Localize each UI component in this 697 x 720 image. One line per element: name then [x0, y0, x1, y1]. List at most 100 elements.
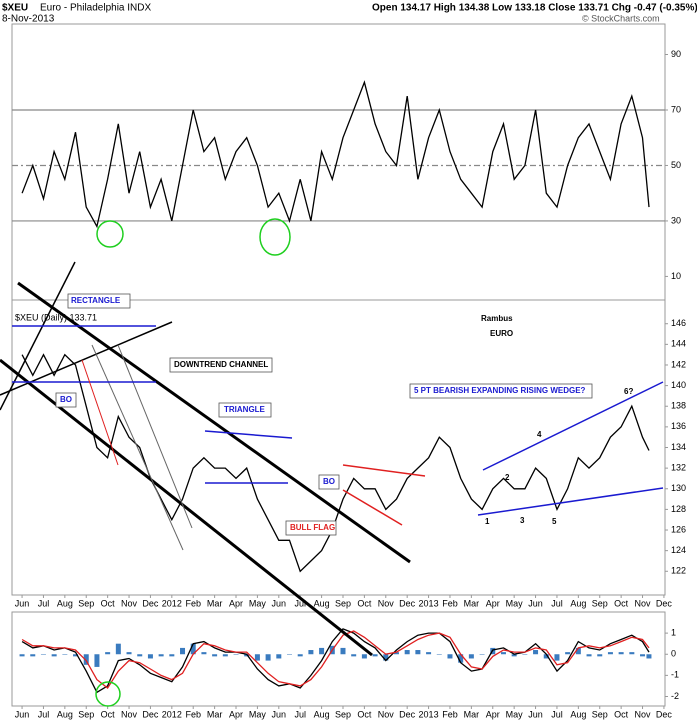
annotation: 5 PT BEARISH EXPANDING RISING WEDGE?: [414, 386, 586, 395]
histogram-bar: [19, 654, 25, 657]
x-tick-label: 2012: [162, 598, 182, 608]
triangle-line: [204, 430, 293, 439]
annotation: BULL FLAG: [290, 523, 335, 532]
trend-line: [91, 344, 184, 551]
panel-frame: [11, 23, 666, 301]
y-tick-label: 134: [671, 442, 686, 452]
trend-lines: [0, 218, 664, 707]
histogram-bar: [83, 654, 89, 665]
series-line: [21, 353, 650, 573]
y-tick-label: -2: [671, 691, 679, 701]
histogram-bar: [468, 654, 474, 659]
x-tick-label: Jun: [528, 598, 543, 608]
histogram-bar: [30, 654, 36, 657]
x-tick-label: Jun: [528, 709, 543, 719]
x-tick-label: Sep: [592, 709, 608, 719]
x-tick-label: Sep: [592, 598, 608, 608]
histogram-bar: [522, 654, 528, 655]
y-tick-label: 122: [671, 566, 686, 576]
histogram-bar: [554, 654, 560, 661]
annotation: 1: [485, 517, 490, 526]
x-tick-label: Jun: [15, 598, 30, 608]
histogram-bar: [212, 654, 218, 657]
histogram-bar: [458, 654, 464, 663]
label-box: [169, 357, 273, 373]
label-box: [318, 474, 340, 490]
x-tick-label: Sep: [335, 709, 351, 719]
x-tick-label: Apr: [486, 598, 500, 608]
credit: © StockCharts.com: [582, 13, 660, 23]
x-tick-label: Dec: [399, 598, 416, 608]
y-tick-label: 90: [671, 49, 681, 59]
x-tick-label: Sep: [78, 598, 94, 608]
legend-label: $XEU (Daily) 133.71: [15, 312, 97, 322]
symbol: $XEU: [2, 3, 28, 14]
y-tick-label: 136: [671, 421, 686, 431]
histogram-bar: [190, 643, 196, 655]
trend-line: [117, 344, 193, 529]
y-tick-label: 126: [671, 524, 686, 534]
histogram-bar: [597, 654, 603, 657]
y-tick-label: 142: [671, 359, 686, 369]
series-line: [21, 630, 650, 689]
histogram-bar: [201, 652, 207, 655]
x-tick-label: Feb: [185, 709, 201, 719]
histogram-bar: [137, 654, 143, 657]
annotation: BO: [60, 395, 72, 404]
x-tick-label: Jun: [272, 598, 287, 608]
highlight-circle: [95, 681, 121, 707]
y-tick-label: 1: [671, 627, 676, 637]
histogram-bar: [351, 654, 357, 657]
histogram-bar: [533, 650, 539, 655]
y-tick-label: 144: [671, 339, 686, 349]
x-tick-label: Oct: [101, 709, 116, 719]
histogram-bar: [340, 647, 346, 655]
histogram-bar: [575, 647, 581, 655]
x-tick-label: Dec: [142, 709, 159, 719]
histogram-bar: [319, 647, 325, 655]
highlight-circle: [259, 218, 291, 256]
histogram-bar: [126, 652, 132, 655]
annotation: EURO: [490, 329, 513, 338]
flag-line: [342, 464, 426, 477]
y-tick-label: 132: [671, 463, 686, 473]
highlight-circle: [96, 220, 124, 248]
annotation: 4: [537, 430, 542, 439]
wedge-line: [477, 487, 664, 516]
trend-line: [81, 359, 119, 466]
histogram-bar: [586, 654, 592, 657]
x-tick-label: May: [249, 709, 267, 719]
date: 8-Nov-2013: [2, 14, 55, 25]
annotations: RECTANGLE BO DOWNTREND CHANNEL TRIANGLE …: [0, 218, 664, 707]
histogram-bar: [640, 654, 646, 657]
histogram-bar: [361, 654, 367, 659]
x-tick-label: Jul: [294, 598, 306, 608]
x-tick-label: Nov: [378, 598, 395, 608]
x-tick-label: Jul: [38, 709, 50, 719]
histogram-bar: [607, 652, 613, 655]
series-line: [21, 628, 650, 694]
channel-line: [17, 281, 411, 564]
x-tick-label: Nov: [635, 709, 652, 719]
label-box: [409, 383, 593, 399]
trend-line: [0, 261, 76, 411]
channel-line: [0, 358, 373, 657]
y-tick-label: 128: [671, 504, 686, 514]
y-tick-label: 50: [671, 160, 681, 170]
histogram-bar: [415, 650, 421, 655]
y-tick-label: -1: [671, 670, 679, 680]
x-tick-label: Mar: [464, 709, 480, 719]
y-tick-label: 138: [671, 401, 686, 411]
series-line: [21, 80, 650, 229]
label-box: [67, 293, 131, 309]
quote: Open 134.17 High 134.38 Low 133.18 Close…: [372, 3, 697, 14]
histogram-bar: [287, 654, 293, 655]
x-tick-label: Aug: [57, 598, 73, 608]
histogram-bar: [180, 647, 186, 655]
histogram-bar: [393, 652, 399, 655]
y-tick-label: 10: [671, 271, 681, 281]
histogram-bar: [115, 643, 121, 655]
y-tick-label: 0: [671, 649, 676, 659]
flag-line: [342, 489, 403, 526]
x-tick-label: Jul: [551, 709, 563, 719]
